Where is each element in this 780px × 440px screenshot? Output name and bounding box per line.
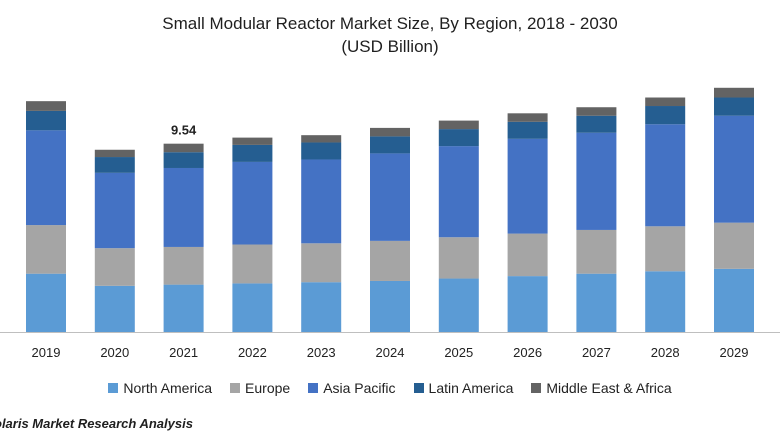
legend-item: Europe (230, 380, 290, 396)
chart-title: Small Modular Reactor Market Size, By Re… (162, 14, 618, 33)
data-label: 9.54 (171, 123, 197, 138)
bar-segment-north-america-2027 (576, 273, 617, 332)
legend-swatch (230, 383, 241, 393)
bar-segment-latin-america-2025 (438, 129, 479, 147)
legend-label: North America (123, 380, 213, 396)
legend-item: Latin America (413, 380, 514, 396)
legend-label: Middle East & Africa (546, 380, 672, 396)
legend-swatch (531, 383, 542, 393)
chart-subtitle: (USD Billion) (341, 37, 439, 56)
bar-segment-north-america-2028 (645, 271, 686, 332)
bar-segment-europe-2029 (714, 222, 754, 269)
legend-label: Latin America (428, 380, 514, 396)
bar-segment-middle-east-africa-2029 (714, 87, 754, 98)
bar-segment-europe-2025 (438, 237, 479, 279)
bar-segment-middle-east-africa-2023 (301, 135, 342, 143)
chart-legend: North America Europe Asia Pacific Latin Ame… (0, 380, 780, 396)
bar-segment-north-america-2029 (714, 268, 754, 332)
bar-segment-latin-america-2023 (301, 142, 342, 160)
legend-item: North America (108, 380, 212, 396)
bar-segment-asia-pacific-2022 (232, 161, 273, 245)
bar-segment-europe-2023 (301, 243, 342, 283)
bar-segment-latin-america-2020 (94, 157, 135, 173)
bar-segment-europe-2021 (163, 246, 204, 285)
bar-segment-middle-east-africa-2021 (163, 143, 204, 153)
bar-segment-europe-2020 (94, 248, 135, 286)
bar-segment-middle-east-africa-2025 (438, 120, 479, 130)
bar-segment-latin-america-2019 (26, 110, 66, 131)
bar-segment-asia-pacific-2024 (370, 153, 410, 241)
source-credit: olaris Market Research Analysis (0, 416, 193, 431)
legend-label: Asia Pacific (323, 380, 396, 396)
bar-segment-middle-east-africa-2028 (645, 97, 686, 107)
bar-segment-asia-pacific-2023 (301, 159, 342, 244)
bar-segment-north-america-2024 (370, 280, 410, 332)
x-tick-label: 2025 (444, 345, 473, 360)
legend-swatch (413, 383, 424, 393)
legend-item: Asia Pacific (308, 380, 396, 396)
bar-segment-north-america-2023 (301, 282, 342, 332)
bar-segment-asia-pacific-2027 (576, 132, 617, 230)
x-tick-label: 2021 (169, 345, 198, 360)
bar-segment-north-america-2025 (438, 278, 479, 332)
bar-segment-latin-america-2024 (370, 136, 410, 154)
bar-segment-north-america-2020 (94, 285, 135, 332)
bar-segment-europe-2019 (26, 225, 66, 274)
legend-swatch (308, 383, 319, 393)
x-tick-label: 2026 (513, 345, 542, 360)
x-tick-label: 2024 (376, 345, 405, 360)
bar-segment-middle-east-africa-2022 (232, 137, 273, 145)
bar-segment-north-america-2022 (232, 283, 273, 332)
bar-segment-latin-america-2029 (714, 97, 754, 116)
bar-segment-middle-east-africa-2026 (507, 113, 548, 122)
bar-segment-asia-pacific-2028 (645, 124, 686, 227)
x-tick-label: 2028 (651, 345, 680, 360)
x-tick-label: 2027 (582, 345, 611, 360)
bar-segment-north-america-2019 (26, 273, 66, 332)
bar-segment-asia-pacific-2020 (94, 172, 135, 249)
bar-segment-europe-2028 (645, 226, 686, 272)
bar-segment-europe-2026 (507, 233, 548, 277)
bar-segment-middle-east-africa-2024 (370, 127, 410, 137)
legend-item: Middle East & Africa (531, 380, 672, 396)
x-tick-label: 2019 (32, 345, 61, 360)
x-tick-label: 2020 (100, 345, 129, 360)
bar-segment-europe-2022 (232, 244, 273, 284)
bar-segment-asia-pacific-2026 (507, 138, 548, 234)
bar-segment-latin-america-2026 (507, 121, 548, 139)
x-tick-label: 2029 (720, 345, 749, 360)
bar-segment-latin-america-2021 (163, 152, 204, 168)
bar-segment-latin-america-2022 (232, 144, 273, 162)
legend-label: Europe (245, 380, 291, 396)
bar-segment-asia-pacific-2019 (26, 130, 66, 226)
bar-segment-north-america-2026 (507, 276, 548, 332)
bar-segment-north-america-2021 (163, 284, 204, 332)
bar-segment-asia-pacific-2025 (438, 146, 479, 238)
bar-segment-latin-america-2028 (645, 106, 686, 125)
bar-segment-europe-2024 (370, 240, 410, 281)
legend-swatch (108, 383, 119, 393)
bar-segment-asia-pacific-2029 (714, 115, 754, 223)
bar-segment-latin-america-2027 (576, 115, 617, 133)
x-tick-label: 2023 (307, 345, 336, 360)
bar-segment-middle-east-africa-2020 (94, 149, 135, 158)
x-tick-label: 2022 (238, 345, 267, 360)
bar-segment-middle-east-africa-2027 (576, 107, 617, 116)
bar-segment-middle-east-africa-2019 (26, 101, 66, 111)
bar-segment-europe-2027 (576, 229, 617, 274)
bar-segment-asia-pacific-2021 (163, 167, 204, 247)
stacked-bar-chart: 2019 2020 2021 9.54 2022 2023 2024 2025 2026 2027… (0, 87, 780, 360)
